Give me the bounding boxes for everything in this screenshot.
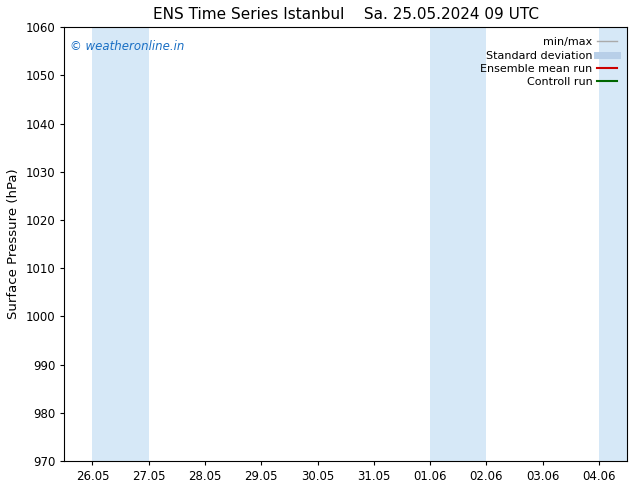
Legend: min/max, Standard deviation, Ensemble mean run, Controll run: min/max, Standard deviation, Ensemble me… [476, 33, 621, 92]
Y-axis label: Surface Pressure (hPa): Surface Pressure (hPa) [7, 169, 20, 319]
Bar [599, 27, 627, 461]
Text: © weatheronline.in: © weatheronline.in [70, 40, 184, 53]
Bar [430, 27, 486, 461]
Title: ENS Time Series Istanbul    Sa. 25.05.2024 09 UTC: ENS Time Series Istanbul Sa. 25.05.2024 … [153, 7, 539, 22]
Bar [93, 27, 149, 461]
